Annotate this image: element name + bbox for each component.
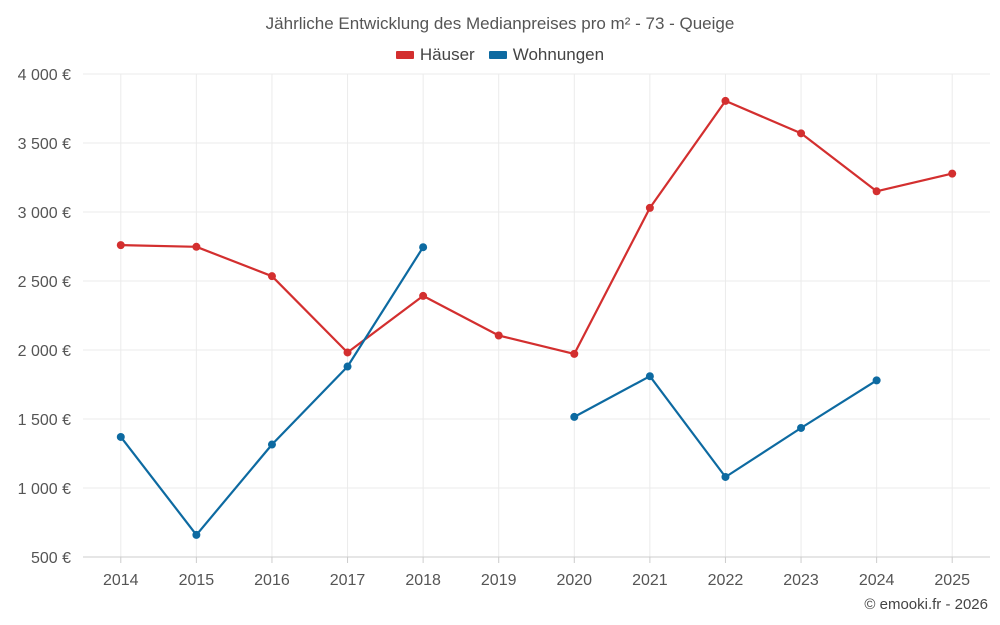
data-point-wohnungen (797, 423, 806, 432)
x-tick-label: 2018 (405, 572, 441, 589)
legend: Häuser Wohnungen (0, 45, 1000, 65)
y-tick-label: 3 000 € (18, 205, 71, 222)
series-line-haeuser (120, 99, 953, 355)
legend-item-haeuser[interactable]: Häuser (395, 45, 475, 65)
data-point-wohnungen (645, 372, 654, 381)
data-point-wohnungen (419, 243, 428, 252)
data-point-haeuser (797, 129, 806, 138)
x-tick-label: 2022 (708, 572, 744, 589)
y-tick-label: 2 500 € (18, 274, 71, 291)
data-point-wohnungen (872, 376, 881, 385)
y-tick-label: 500 € (31, 550, 71, 567)
y-tick-label: 2 000 € (18, 343, 71, 360)
legend-label-wohnungen: Wohnungen (512, 45, 605, 64)
data-point-wohnungen (116, 432, 125, 441)
data-point-haeuser (267, 272, 276, 281)
data-point-wohnungen (267, 440, 276, 449)
x-tick-label: 2017 (330, 572, 366, 589)
x-tick-label: 2025 (934, 572, 970, 589)
data-point-wohnungen (570, 412, 579, 421)
data-point-haeuser (872, 187, 881, 196)
chart-title: Jährliche Entwicklung des Medianpreises … (265, 14, 735, 33)
x-tick-label: 2014 (103, 572, 139, 589)
x-tick-label: 2020 (556, 572, 592, 589)
data-point-haeuser (192, 242, 201, 251)
data-point-haeuser (116, 241, 125, 250)
credit-text: © emooki.fr - 2026 (864, 596, 988, 613)
x-tick-label: 2016 (254, 572, 290, 589)
legend-label-haeuser: Häuser (419, 45, 475, 64)
data-point-wohnungen (721, 472, 730, 481)
data-point-haeuser (645, 203, 654, 212)
y-tick-label: 4 000 € (18, 67, 71, 84)
y-tick-label: 1 000 € (18, 481, 71, 498)
legend-swatch-wohnungen (488, 51, 507, 59)
x-tick-label: 2015 (179, 572, 215, 589)
data-point-haeuser (343, 348, 352, 357)
data-point-wohnungen (343, 362, 352, 371)
y-tick-label: 3 500 € (18, 136, 71, 153)
data-point-haeuser (948, 169, 957, 178)
x-tick-label: 2023 (783, 572, 819, 589)
x-tick-label: 2021 (632, 572, 668, 589)
legend-item-wohnungen[interactable]: Wohnungen (488, 45, 605, 65)
data-point-wohnungen (192, 530, 201, 539)
legend-swatch-haeuser (395, 51, 414, 59)
y-tick-label: 1 500 € (18, 412, 71, 429)
data-point-haeuser (721, 96, 730, 105)
x-tick-label: 2019 (481, 572, 517, 589)
data-point-haeuser (419, 291, 428, 300)
x-tick-label: 2024 (859, 572, 895, 589)
data-point-haeuser (570, 349, 579, 358)
data-point-haeuser (494, 331, 503, 340)
